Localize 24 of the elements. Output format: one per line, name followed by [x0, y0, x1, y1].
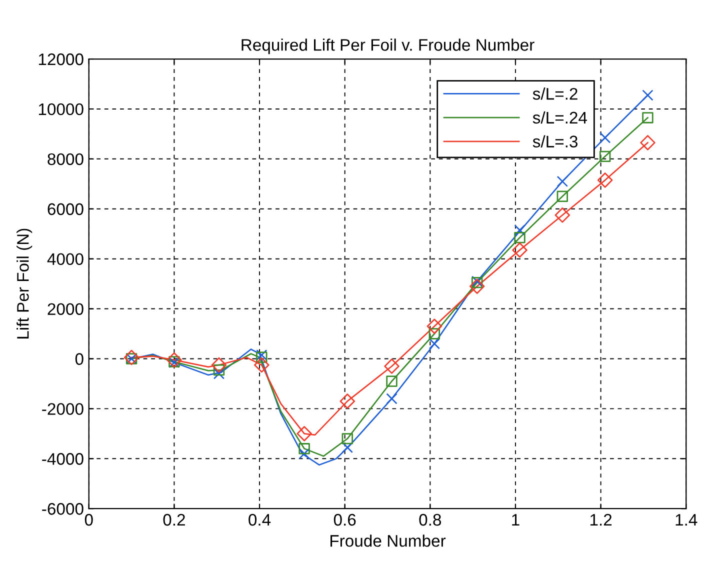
x-tick-label: 0: [84, 514, 93, 526]
y-tick-label: -4000: [42, 453, 84, 465]
y-tick-label: 8000: [48, 153, 84, 166]
y-tick-label: 4000: [47, 253, 84, 266]
legend-label: s/L=.24: [532, 111, 588, 124]
chart-title: Required Lift Per Foil v. Froude Number: [242, 38, 534, 54]
y-tick-label: 2000: [48, 303, 84, 315]
legend-label: s/L=.2: [532, 88, 578, 100]
y-tick-label: 6000: [48, 203, 84, 216]
y-tick-label: 10000: [38, 103, 84, 116]
x-tick-label: 1.2: [590, 514, 612, 526]
x-tick-label: 0.6: [334, 514, 356, 526]
x-tick-label: 1: [512, 514, 520, 526]
y-tick-label: -2000: [42, 403, 84, 415]
y-tick-label: 12000: [38, 53, 84, 66]
y-tick-label: -6000: [42, 503, 84, 515]
legend-label: s/L=.3: [532, 135, 578, 148]
x-tick-label: 0.8: [419, 514, 442, 526]
x-tick-label: 0.4: [248, 514, 271, 526]
x-tick-label: 0.2: [163, 514, 185, 526]
x-tick-label: 1.4: [676, 514, 698, 526]
y-tick-label: 0: [75, 353, 84, 365]
y-axis-title: Lift Per Foil (N): [16, 228, 32, 338]
x-axis-title: Froude Number: [330, 534, 446, 547]
